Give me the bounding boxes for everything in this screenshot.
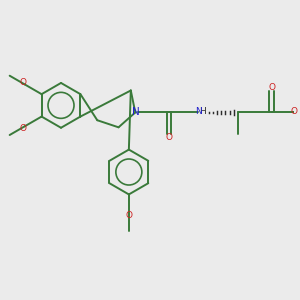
Text: N: N: [195, 107, 202, 116]
Text: O: O: [268, 83, 275, 92]
Text: O: O: [125, 211, 132, 220]
Text: H: H: [200, 107, 206, 116]
Text: O: O: [19, 124, 26, 133]
Text: O: O: [19, 78, 26, 87]
Text: O: O: [166, 133, 172, 142]
Text: N: N: [132, 107, 140, 117]
Text: O: O: [290, 107, 297, 116]
